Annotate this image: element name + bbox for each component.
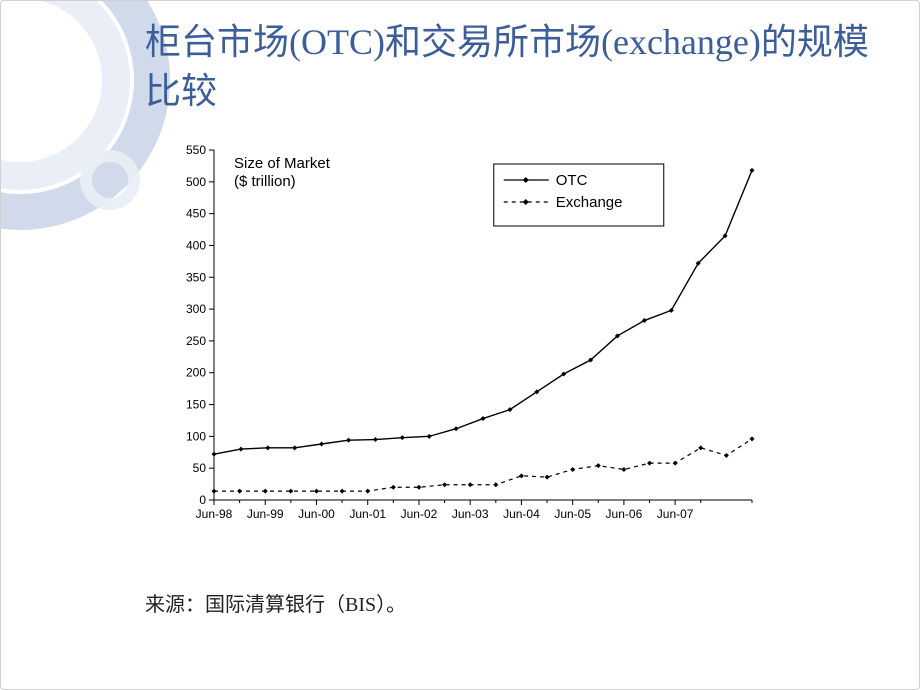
slide: 柜台市场(OTC)和交易所市场(exchange)的规模比较 0 50 100 150…: [0, 0, 920, 690]
svg-text:Jun-02: Jun-02: [401, 507, 438, 521]
svg-text:Jun-99: Jun-99: [247, 507, 284, 521]
svg-text:50: 50: [193, 461, 207, 475]
svg-text:100: 100: [186, 429, 206, 443]
svg-text:0: 0: [199, 493, 206, 507]
svg-text:250: 250: [186, 334, 206, 348]
svg-text:550: 550: [186, 143, 206, 157]
chart-container: 0 50 100 150 200 250 300 350 400 450 500 550 Jun-98 J…: [162, 140, 762, 540]
svg-text:Exchange: Exchange: [556, 194, 623, 211]
svg-text:Jun-98: Jun-98: [196, 507, 233, 521]
svg-text:450: 450: [186, 207, 206, 221]
svg-text:OTC: OTC: [556, 172, 588, 189]
svg-text:Jun-03: Jun-03: [452, 507, 489, 521]
svg-text:Size of Market: Size of Market: [234, 155, 331, 172]
svg-text:Jun-05: Jun-05: [554, 507, 591, 521]
svg-text:350: 350: [186, 270, 206, 284]
svg-text:Jun-06: Jun-06: [606, 507, 643, 521]
svg-text:Jun-04: Jun-04: [503, 507, 540, 521]
decoration-ring-small: [80, 150, 140, 210]
svg-text:Jun-01: Jun-01: [349, 507, 386, 521]
source-text: 来源：国际清算银行（BIS）。: [145, 588, 406, 617]
slide-title: 柜台市场(OTC)和交易所市场(exchange)的规模比较: [145, 18, 896, 115]
svg-text:300: 300: [186, 302, 206, 316]
svg-text:Jun-07: Jun-07: [657, 507, 694, 521]
svg-text:200: 200: [186, 366, 206, 380]
svg-text:($ trillion): ($ trillion): [234, 173, 296, 190]
svg-text:500: 500: [186, 175, 206, 189]
svg-text:150: 150: [186, 398, 206, 412]
svg-text:400: 400: [186, 238, 206, 252]
svg-text:Jun-00: Jun-00: [298, 507, 335, 521]
line-chart: 0 50 100 150 200 250 300 350 400 450 500 550 Jun-98 J…: [162, 140, 762, 540]
